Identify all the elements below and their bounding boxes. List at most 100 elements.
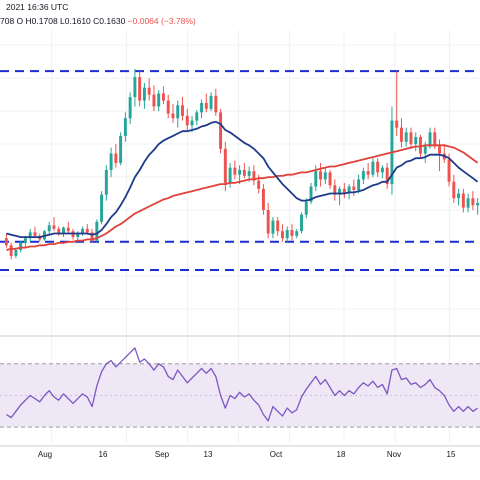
candle-body xyxy=(57,228,61,234)
candle-body xyxy=(190,120,194,126)
candle xyxy=(328,170,332,189)
candle-body xyxy=(200,102,204,113)
candle-body xyxy=(352,186,356,190)
ohlc-prefix: 708 O xyxy=(0,16,24,26)
candle-body xyxy=(280,231,284,239)
candle-body xyxy=(414,137,418,145)
candle xyxy=(157,90,161,112)
candle-body xyxy=(433,132,437,147)
candle xyxy=(176,100,180,128)
candle-body xyxy=(161,93,165,101)
candle-body xyxy=(152,94,156,107)
candle-body xyxy=(395,120,399,128)
candle xyxy=(271,217,275,239)
candle-body xyxy=(476,202,480,206)
candle-body xyxy=(257,180,261,189)
candle-body xyxy=(195,112,199,121)
candle-body xyxy=(309,186,313,202)
candle xyxy=(47,221,51,235)
horizontal-levels xyxy=(0,70,478,271)
header-date: 2021 16:36 UTC xyxy=(6,2,69,12)
candle xyxy=(123,112,127,142)
candle-body xyxy=(423,146,427,154)
candle xyxy=(295,228,299,239)
candle xyxy=(352,179,356,196)
candle-body xyxy=(204,102,208,109)
candle-body xyxy=(447,159,451,182)
ohlc-close: 0.1630 xyxy=(99,16,126,26)
candle-body xyxy=(28,232,32,239)
candle-body xyxy=(76,233,80,238)
candle xyxy=(390,106,394,195)
x-tick-label: 16 xyxy=(99,450,108,459)
candle xyxy=(261,184,265,215)
candle-body xyxy=(209,95,213,109)
candle-body xyxy=(147,87,151,95)
candle xyxy=(76,231,80,241)
candle-body xyxy=(338,188,342,195)
candle xyxy=(166,94,170,119)
candle-body xyxy=(452,181,456,199)
candle xyxy=(66,221,70,234)
candle xyxy=(147,78,151,101)
candle xyxy=(181,97,184,121)
candle xyxy=(4,233,8,248)
candle-body xyxy=(52,225,56,229)
candle-body xyxy=(138,77,142,101)
candle-body xyxy=(285,230,289,239)
candle-body xyxy=(14,250,18,256)
candle-body xyxy=(366,171,370,175)
x-axis-ticks: Aug 16 Sep 13 Oct 18 Nov 15 xyxy=(38,450,456,459)
candle xyxy=(476,198,480,215)
candle-body xyxy=(371,161,375,175)
candle xyxy=(128,92,132,125)
candle-body xyxy=(242,170,246,176)
candle-body xyxy=(376,161,380,173)
candle-body xyxy=(399,127,403,142)
candle xyxy=(452,174,456,203)
candle-body xyxy=(471,198,475,206)
candle-body xyxy=(223,148,227,183)
candle-body xyxy=(276,220,280,232)
candle xyxy=(376,158,380,178)
candle-body xyxy=(314,171,318,187)
candle-body xyxy=(347,186,351,194)
ohlc-low: 0.1610 xyxy=(64,16,91,26)
candle-body xyxy=(100,194,104,222)
candle xyxy=(385,162,389,189)
candle-body xyxy=(319,171,323,180)
candle-body xyxy=(171,113,175,119)
candle xyxy=(466,193,470,213)
candle-body xyxy=(219,112,223,149)
candle-body xyxy=(304,201,308,215)
x-tick-label: 18 xyxy=(337,450,346,459)
candle xyxy=(161,86,165,105)
x-tick-label: Aug xyxy=(38,450,52,459)
candle-body xyxy=(104,170,108,195)
candle-body xyxy=(47,225,51,232)
candle xyxy=(457,188,461,206)
ohlc-change: −0.0064 (−3.78%) xyxy=(127,16,196,26)
candle-body xyxy=(128,97,132,119)
candle-body xyxy=(9,245,13,256)
ema20-line xyxy=(6,120,479,239)
candle xyxy=(28,228,32,242)
ohlc-high: 0.1708 xyxy=(31,16,58,26)
ema50-line xyxy=(6,144,479,251)
candle-body xyxy=(457,193,461,199)
candle-body xyxy=(438,146,442,154)
candle-body xyxy=(419,137,422,154)
candle-body xyxy=(166,100,170,114)
x-tick-label: Sep xyxy=(155,450,170,459)
candle xyxy=(195,110,199,126)
candle-body xyxy=(19,242,23,250)
candle xyxy=(109,147,113,178)
candle xyxy=(104,165,108,201)
candle-body xyxy=(428,132,432,147)
candle xyxy=(319,162,323,187)
candle xyxy=(233,160,237,180)
candle-body xyxy=(181,105,184,116)
x-tick-label: Nov xyxy=(387,450,401,459)
candle-body xyxy=(238,170,242,175)
